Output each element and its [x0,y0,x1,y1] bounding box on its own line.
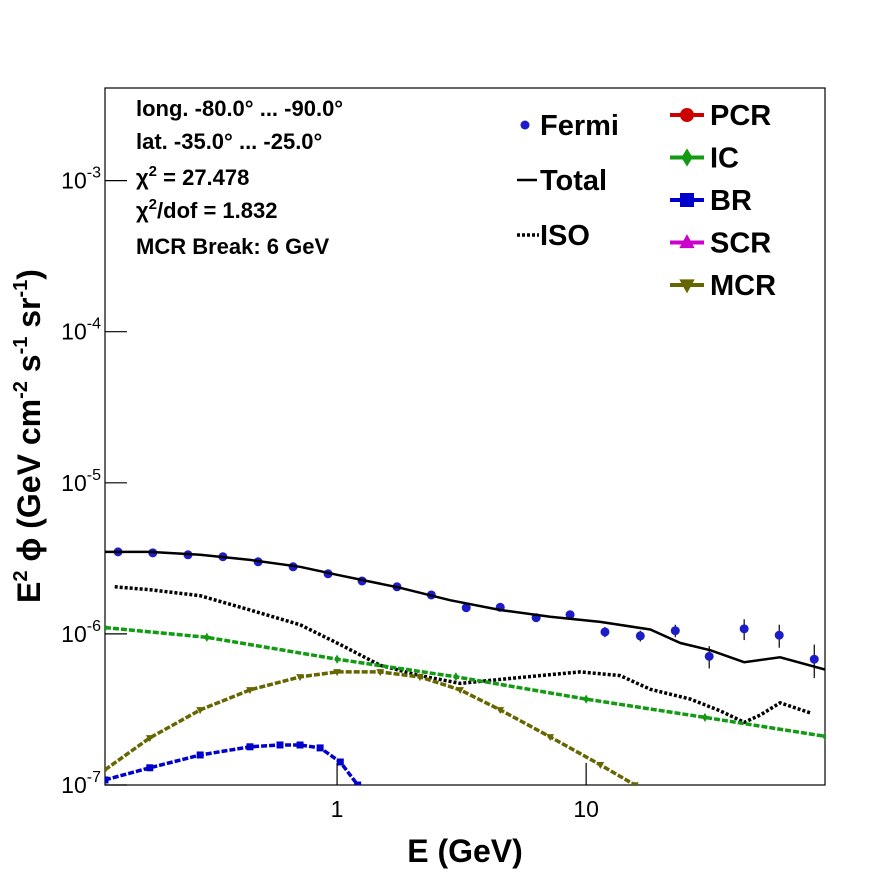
marker [334,654,340,664]
marker [246,743,254,751]
marker [809,654,819,664]
legend-entry: Fermi [520,110,619,142]
legend-entry: ISO [517,220,590,252]
marker [774,630,784,640]
annotation: long. -80.0° ... -90.0° [136,96,343,121]
marker [296,674,304,682]
marker [702,712,708,722]
superscript: -1 [10,280,32,298]
text-part: χ [136,165,149,190]
superscript: 2 [149,163,157,180]
text-part: χ [136,198,149,223]
marker [631,782,639,785]
y-tick-label: 10-7 [61,769,101,798]
marker [296,741,304,749]
text-part: /dof = 1.832 [157,198,277,223]
series-line [114,585,811,725]
y-tick-label: 10-4 [61,316,101,345]
legend-marker [520,120,530,130]
legend-label: PCR [710,100,771,132]
annotation: lat. -35.0° ... -25.0° [136,129,322,154]
marker [105,767,109,775]
annotation: χ2 = 27.478 [136,163,249,190]
legend-label: MCR [710,270,776,302]
series-line [105,550,825,671]
legend-marker [680,108,694,122]
legend-label: Fermi [540,110,619,142]
text-part: ϕ (GeV cm [11,399,47,571]
marker [333,669,341,677]
marker [596,762,605,770]
marker [145,735,154,743]
marker [276,741,284,749]
text-part: sr [11,297,47,336]
legend-entry: Total [517,165,607,197]
legend-marker [681,148,693,167]
y-tick-label: 10-5 [61,467,101,496]
legend-entry: MCR [670,270,776,302]
text-part: MCR Break: 6 GeV [136,234,330,259]
legend-label: BR [710,185,752,217]
y-tick-label: 10-6 [61,618,101,647]
y-tick-label: 10-3 [61,165,101,194]
marker [739,624,749,634]
marker [196,707,205,715]
marker [461,603,471,613]
marker [105,776,109,784]
plot-area [105,547,825,785]
marker [635,631,645,641]
marker [583,694,589,704]
text-part: E [11,582,47,603]
annotation: MCR Break: 6 GeV [136,234,330,259]
x-tick-label: 10 [573,796,599,822]
superscript: -2 [10,381,32,399]
superscript: 2 [10,571,32,582]
superscript: -1 [10,337,32,355]
text-part: = 27.478 [157,165,249,190]
marker [704,651,714,661]
marker [670,626,680,636]
superscript: 2 [149,196,157,213]
marker [416,674,424,682]
y-axis-title: E2 ϕ (GeV cm-2 s-1 sr-1) [10,269,47,603]
marker [246,687,254,695]
legend-entry: BR [670,185,752,217]
text-part: ) [11,269,47,280]
marker [336,758,344,766]
marker [354,781,362,785]
marker [376,669,385,677]
legend-entry: IC [670,143,739,175]
annotation: χ2/dof = 1.832 [136,196,277,223]
legend-entry: SCR [670,228,771,260]
marker [565,610,575,620]
legend-marker [680,193,694,207]
x-tick-label: 1 [331,796,344,822]
marker [456,687,465,695]
legend-marker [679,279,695,294]
text-part: long. -80.0° ... -90.0° [136,96,343,121]
marker [822,731,825,741]
legend-entry: PCR [670,100,771,132]
marker [546,734,555,742]
legend-label: Total [540,165,607,197]
marker [105,623,108,633]
legend-label: ISO [540,220,590,252]
marker [600,627,610,637]
marker [316,744,324,752]
marker [204,632,210,642]
x-axis-title: E (GeV) [407,833,523,869]
marker [453,672,459,682]
legend-label: SCR [710,228,771,260]
marker [196,751,204,759]
legend-label: IC [710,143,739,175]
marker [496,707,505,715]
plot-frame [104,87,826,786]
text-part: s [11,354,47,381]
legend-marker [679,234,695,249]
text-part: lat. -35.0° ... -25.0° [136,129,322,154]
marker [146,764,154,772]
